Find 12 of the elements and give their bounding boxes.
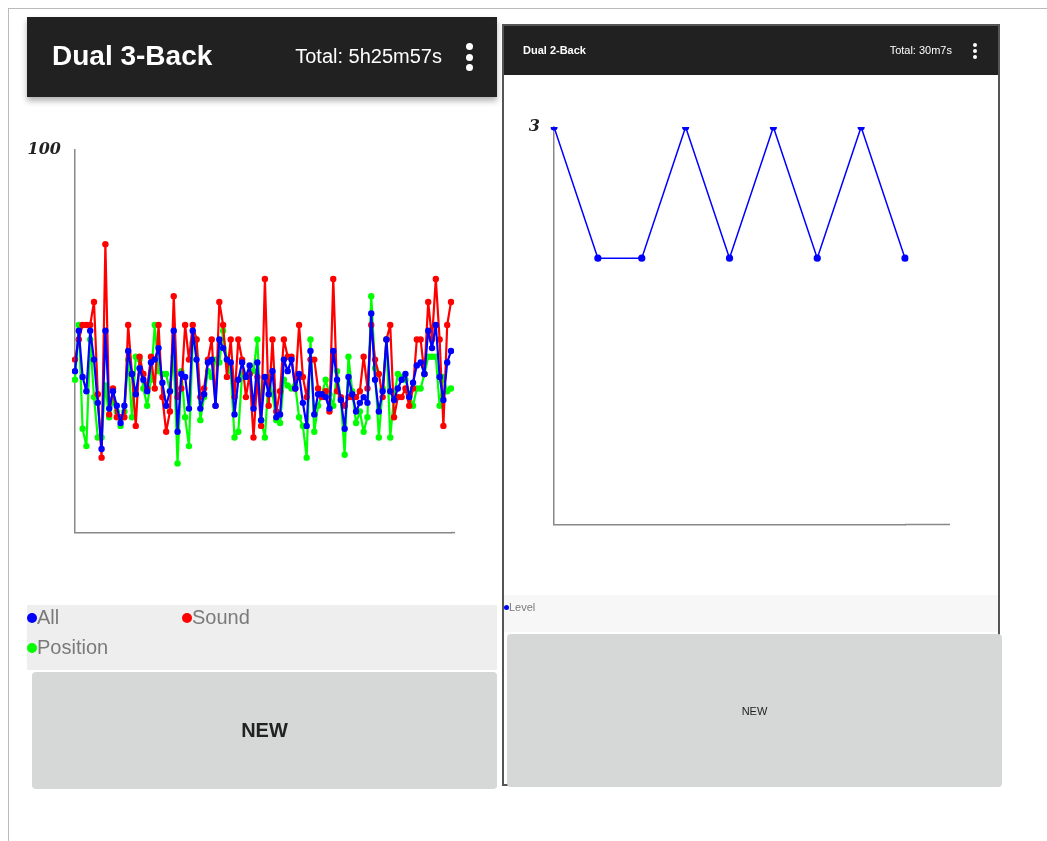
legend-label: Sound [192, 606, 250, 629]
new-button: NEW [507, 634, 1002, 787]
chart-title: Dual 2-Back [523, 43, 586, 56]
text: Total: 5h25m57s [295, 45, 442, 68]
text: Total: 30m7s [889, 43, 952, 56]
chart-title: Dual 3-Back [52, 40, 213, 73]
legend-label: Level [509, 601, 536, 614]
legend-label: All [37, 606, 60, 629]
new-button: NEW [32, 672, 497, 789]
text: 100 [27, 139, 61, 159]
legend-label: Position [37, 636, 109, 659]
text: 3 [528, 116, 540, 136]
